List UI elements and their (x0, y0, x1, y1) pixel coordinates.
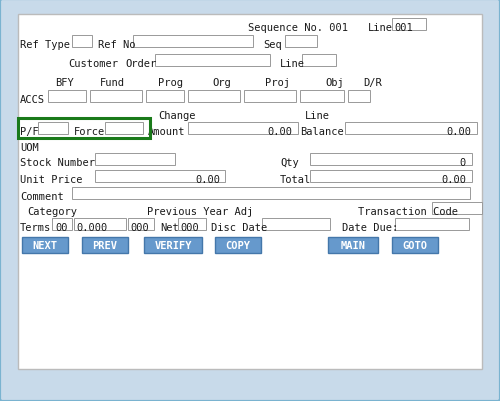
Bar (300, 91, 344, 103)
Text: 0.00: 0.00 (441, 174, 466, 184)
Text: Terms: Terms (20, 223, 52, 233)
Text: Order: Order (125, 59, 156, 69)
Bar (310, 170, 472, 182)
Bar (348, 91, 370, 103)
Bar (328, 237, 378, 253)
Text: MAIN: MAIN (340, 241, 365, 250)
Text: Stock Number: Stock Number (20, 158, 95, 168)
Bar (133, 36, 253, 48)
Text: P/F: P/F (20, 127, 39, 137)
Text: Line: Line (280, 59, 305, 69)
Bar (310, 154, 472, 166)
Bar (392, 19, 426, 31)
Text: PREV: PREV (92, 241, 118, 250)
Text: Net: Net (160, 223, 179, 233)
Text: Fund: Fund (100, 78, 125, 88)
Bar (95, 170, 225, 182)
Text: UOM: UOM (20, 143, 39, 153)
Text: 000: 000 (130, 223, 149, 233)
Text: ACCS: ACCS (20, 95, 45, 105)
Bar (302, 55, 336, 67)
Text: Balance: Balance (300, 127, 344, 137)
Bar (392, 237, 438, 253)
Bar (144, 237, 202, 253)
Text: Seq: Seq (263, 40, 282, 50)
Bar (48, 91, 86, 103)
Bar (72, 188, 470, 200)
Text: GOTO: GOTO (402, 241, 427, 250)
Text: Line: Line (305, 111, 330, 121)
Bar (128, 219, 154, 231)
Text: Customer: Customer (68, 59, 118, 69)
Bar (95, 154, 175, 166)
Text: BFY: BFY (55, 78, 74, 88)
Bar (74, 219, 126, 231)
Text: 0: 0 (460, 158, 466, 168)
Text: 001: 001 (394, 23, 413, 33)
Bar (52, 219, 72, 231)
Text: Unit Price: Unit Price (20, 174, 82, 184)
Bar (188, 123, 298, 135)
Bar (244, 91, 296, 103)
Text: Total: Total (280, 174, 311, 184)
Text: Line: Line (368, 23, 393, 33)
Text: Category: Category (27, 207, 77, 217)
Bar (18, 119, 150, 139)
Text: 0.00: 0.00 (195, 174, 220, 184)
Bar (262, 219, 330, 231)
Bar (345, 123, 477, 135)
Text: 000: 000 (180, 223, 199, 233)
Bar (155, 55, 270, 67)
Bar (146, 91, 184, 103)
Text: Transaction Code: Transaction Code (358, 207, 458, 217)
Text: Org: Org (212, 78, 231, 88)
Text: COPY: COPY (226, 241, 250, 250)
Text: 0.000: 0.000 (76, 223, 107, 233)
Bar (72, 36, 92, 48)
Bar (22, 237, 68, 253)
Text: Ref No: Ref No (98, 40, 136, 50)
Text: 00: 00 (55, 223, 68, 233)
Bar (432, 203, 482, 215)
Bar (395, 219, 469, 231)
Text: Proj: Proj (265, 78, 290, 88)
Bar (188, 91, 240, 103)
Text: Amount: Amount (148, 127, 186, 137)
Text: Force: Force (74, 127, 105, 137)
Bar (105, 123, 143, 135)
Bar (38, 123, 68, 135)
Text: Obj: Obj (325, 78, 344, 88)
Text: Ref Type: Ref Type (20, 40, 70, 50)
Text: VERIFY: VERIFY (154, 241, 192, 250)
Text: Change: Change (158, 111, 196, 121)
Bar (285, 36, 317, 48)
Text: D/R: D/R (363, 78, 382, 88)
Text: Qty: Qty (280, 158, 299, 168)
Text: 0.00: 0.00 (446, 127, 471, 137)
Text: Disc Date: Disc Date (211, 223, 267, 233)
Text: Date Due:: Date Due: (342, 223, 398, 233)
Bar (18, 15, 482, 369)
Text: Previous Year Adj: Previous Year Adj (147, 207, 253, 217)
Text: 0.00: 0.00 (267, 127, 292, 137)
Text: Comment: Comment (20, 192, 64, 201)
Bar (82, 237, 128, 253)
Text: NEXT: NEXT (32, 241, 58, 250)
Bar (215, 237, 261, 253)
Text: Sequence No. 001: Sequence No. 001 (248, 23, 348, 33)
Text: Prog: Prog (158, 78, 183, 88)
Bar (90, 91, 142, 103)
Bar (178, 219, 206, 231)
